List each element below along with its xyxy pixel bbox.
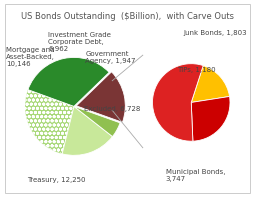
Wedge shape xyxy=(62,106,112,155)
Text: Treasury, 12,250: Treasury, 12,250 xyxy=(27,177,85,183)
Text: Municipal Bonds,
3,747: Municipal Bonds, 3,747 xyxy=(165,169,224,182)
Text: Government
Agency, 1,947: Government Agency, 1,947 xyxy=(85,51,135,64)
Wedge shape xyxy=(190,66,229,102)
Wedge shape xyxy=(76,72,125,122)
Text: Junk Bonds, 1,803: Junk Bonds, 1,803 xyxy=(183,30,246,35)
Text: Mortgage and
Asset-Backed,
10,146: Mortgage and Asset-Backed, 10,146 xyxy=(6,47,55,67)
Text: TIPs, 1,180: TIPs, 1,180 xyxy=(177,67,215,73)
Wedge shape xyxy=(190,97,229,141)
Wedge shape xyxy=(152,64,202,141)
Text: US Bonds Outstanding  ($Billion),  with Carve Outs: US Bonds Outstanding ($Billion), with Ca… xyxy=(21,12,233,21)
Wedge shape xyxy=(25,90,74,154)
Text: Excluded, 6,728: Excluded, 6,728 xyxy=(84,106,140,112)
Wedge shape xyxy=(28,57,109,106)
Text: Investment Grade
Corporate Debt,
6,962: Investment Grade Corporate Debt, 6,962 xyxy=(48,32,111,52)
Wedge shape xyxy=(74,106,120,137)
